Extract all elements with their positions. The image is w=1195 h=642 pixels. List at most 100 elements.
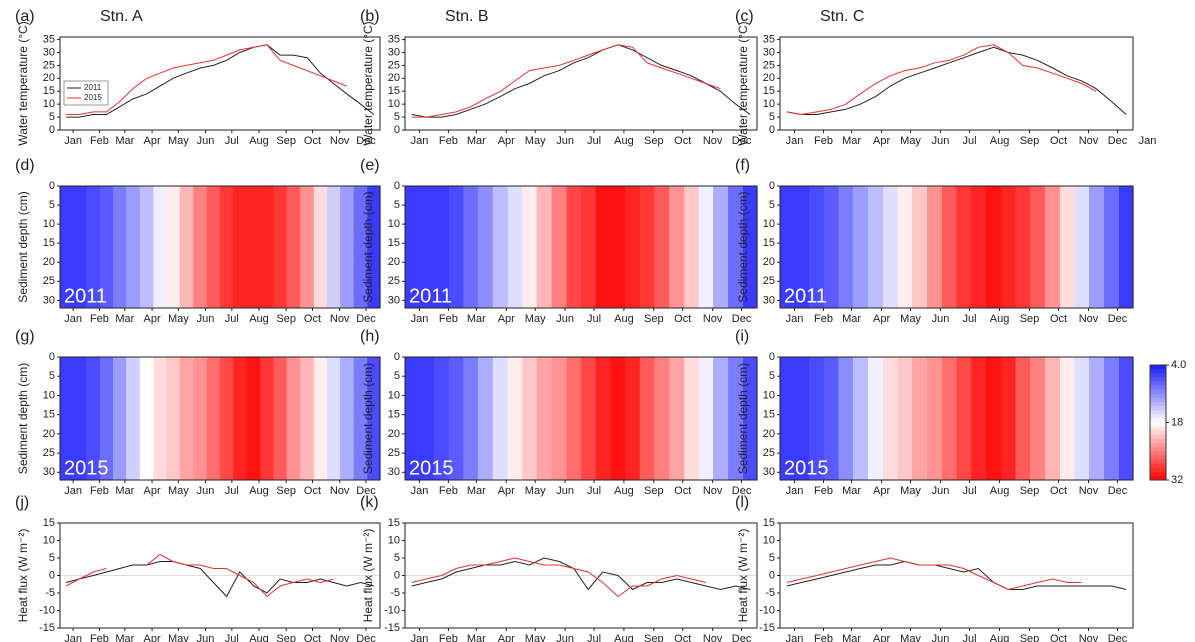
y-axis-label: Heat flux (W m⁻²) — [16, 529, 30, 623]
x-tick-label: Mar — [842, 135, 861, 147]
x-tick-label: May — [525, 135, 546, 147]
y-tick-label: 10 — [763, 98, 775, 110]
heat-cell — [113, 186, 127, 308]
heat-cell — [273, 186, 288, 308]
heat-cell — [824, 357, 840, 480]
heat-cell — [927, 186, 943, 308]
heat-cell — [794, 357, 810, 480]
heat-cell — [206, 186, 221, 308]
y-tick-label: 10 — [763, 218, 775, 230]
y-tick-label: 5 — [394, 370, 400, 382]
heat-cell — [233, 357, 248, 480]
heat-cell — [367, 357, 381, 480]
y-tick-label: 25 — [388, 447, 400, 459]
heat-cell — [551, 186, 568, 308]
panel-title: Stn. B — [445, 8, 489, 25]
x-tick-label: Jul — [225, 633, 239, 642]
x-tick-label: Nov — [330, 485, 350, 497]
x-tick-label: Aug — [614, 313, 634, 325]
x-tick-label: Jul — [225, 313, 239, 325]
heat-cell — [956, 357, 972, 480]
x-tick-label: Mar — [467, 135, 486, 147]
y-tick-label: 20 — [763, 428, 775, 440]
heat-cell — [246, 186, 261, 308]
y-tick-label: 25 — [43, 447, 55, 459]
colorbar-band — [1150, 443, 1166, 448]
x-tick-label: Jul — [587, 633, 601, 642]
x-tick-label: May — [168, 135, 189, 147]
heat-cell — [273, 357, 288, 480]
x-tick-label: Apr — [873, 633, 890, 642]
panel-title: Stn. C — [820, 8, 864, 25]
x-tick-label: Sep — [644, 135, 664, 147]
heat-cell — [971, 357, 987, 480]
y-tick-label: 10 — [388, 534, 400, 546]
heat-cell — [60, 186, 74, 308]
heat-cell — [581, 186, 597, 308]
x-tick-label: Sep — [644, 485, 664, 497]
heat-cell — [794, 186, 810, 308]
x-tick-label: Jun — [932, 485, 950, 497]
heat-cell — [492, 186, 509, 308]
x-tick-label: Mar — [467, 313, 486, 325]
heat-cell — [838, 357, 854, 480]
x-tick-label: Jul — [963, 485, 977, 497]
y-tick-label: 0 — [394, 569, 400, 581]
panel-label: (j) — [15, 494, 29, 511]
x-tick-label: Sep — [276, 135, 296, 147]
y-tick-label: 20 — [43, 72, 55, 84]
x-tick-label: Sep — [644, 313, 664, 325]
x-tick-label: Feb — [439, 313, 458, 325]
series-line — [65, 553, 334, 598]
y-axis-label: Heat flux (W m⁻²) — [361, 529, 375, 623]
heat-cell — [1074, 186, 1090, 308]
heat-cell — [418, 357, 435, 480]
x-tick-label: Aug — [249, 135, 269, 147]
x-tick-label: Jun — [197, 313, 215, 325]
colorbar-band — [1150, 381, 1166, 387]
y-tick-label: 15 — [763, 85, 775, 97]
heat-cell — [126, 357, 141, 480]
x-tick-label: Oct — [304, 313, 321, 325]
y-tick-label: 15 — [388, 409, 400, 421]
colorbar-band — [1150, 451, 1166, 456]
heat-cell — [912, 357, 928, 480]
heat-cell — [448, 186, 464, 308]
heat-cell — [1088, 357, 1105, 480]
y-tick-label: 15 — [43, 85, 55, 97]
x-tick-label: Aug — [990, 313, 1010, 325]
x-tick-label: Apr — [873, 135, 890, 147]
x-tick-label: Apr — [498, 313, 515, 325]
series-line — [66, 44, 375, 118]
heat-cell — [868, 357, 884, 480]
heat-cell — [1059, 357, 1076, 480]
colorbar-band — [1150, 463, 1166, 469]
x-tick-label: Apr — [143, 485, 160, 497]
x-tick-label: Jan — [64, 485, 82, 497]
heat-cell — [1103, 357, 1120, 480]
heat-cell — [60, 357, 74, 480]
y-tick-label: 30 — [388, 466, 400, 478]
heat-cell — [353, 186, 368, 308]
x-tick-label: Jan — [1139, 135, 1157, 147]
heat-cell — [179, 357, 194, 480]
heat-cell — [86, 357, 101, 480]
series-line — [65, 561, 375, 598]
heat-cell — [780, 357, 795, 480]
heat-cell — [941, 186, 958, 308]
heat-cell — [286, 357, 301, 480]
y-tick-label: 5 — [49, 370, 55, 382]
y-tick-label: 30 — [763, 466, 775, 478]
heat-cell — [1030, 357, 1046, 480]
x-tick-label: Jan — [411, 485, 429, 497]
heat-cell — [99, 186, 114, 308]
heat-cell — [139, 357, 154, 480]
y-tick-label: 35 — [388, 33, 400, 45]
series-line — [411, 44, 751, 118]
x-tick-label: Jan — [786, 135, 804, 147]
y-tick-label: 20 — [43, 428, 55, 440]
x-tick-label: Dec — [732, 313, 752, 325]
y-axis-label: Sediment depth (cm) — [16, 191, 30, 302]
x-tick-label: Dec — [732, 633, 752, 642]
